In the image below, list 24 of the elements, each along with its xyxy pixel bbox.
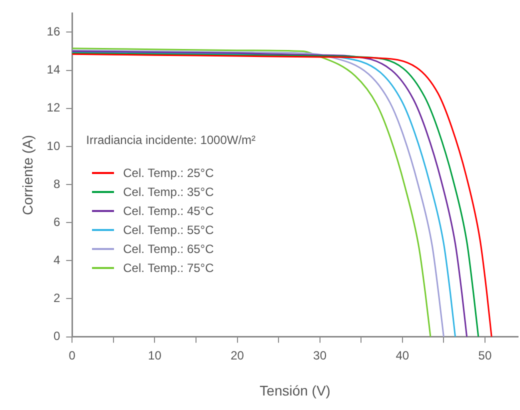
x-tick-label: 30 [313,348,327,362]
x-axis-title: Tensión (V) [260,382,330,398]
legend-label: Cel. Temp.: 65°C [123,242,214,256]
y-tick-label: 14 [46,62,60,77]
x-tick-label: 50 [478,348,492,362]
legend-label: Cel. Temp.: 55°C [123,222,214,237]
y-tick-label: 12 [46,100,60,115]
x-tick-label: 0 [68,348,76,362]
x-tick-label: 40 [396,348,410,362]
legend-label: Cel. Temp.: 75°C [123,260,214,275]
y-tick-label: 0 [53,329,60,344]
y-tick-label: 10 [46,138,60,153]
y-tick-label: 2 [53,291,60,306]
y-tick-label: 6 [53,214,60,229]
y-axis-title: Corriente (A) [19,134,36,216]
legend-label: Cel. Temp.: 25°C [123,166,214,180]
y-tick-label: 4 [53,252,60,267]
y-tick-label: 8 [53,176,60,191]
legend-label: Cel. Temp.: 35°C [123,184,214,199]
legend-label: Cel. Temp.: 45°C [123,204,214,218]
x-tick-label: 20 [230,348,244,362]
x-tick-label: 10 [148,348,162,362]
y-tick-label: 16 [46,24,60,39]
annotation: Irradiancia incidente: 1000W/m² [86,133,256,148]
